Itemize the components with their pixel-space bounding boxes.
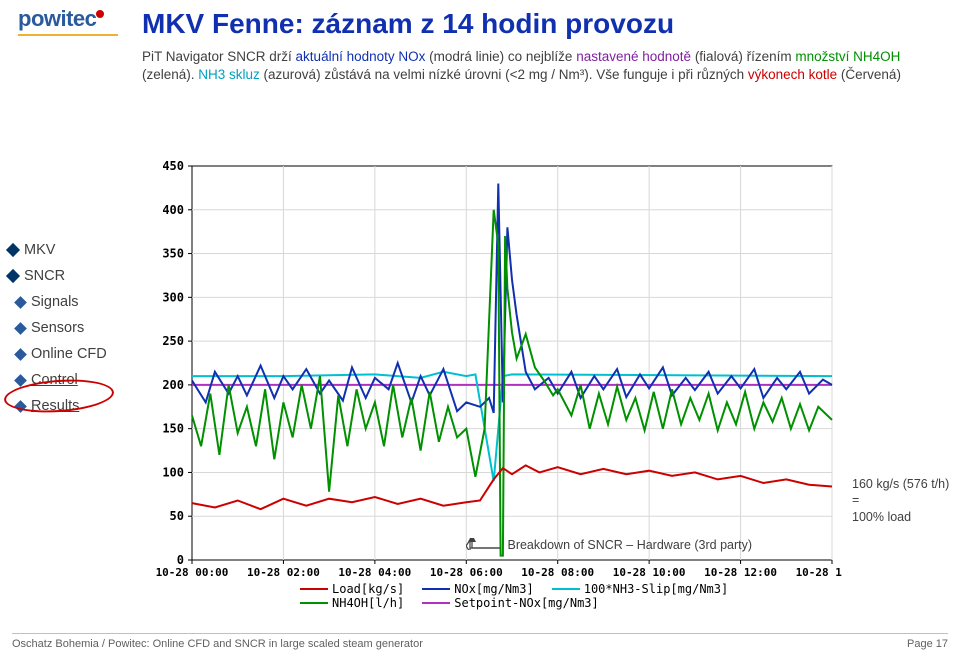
legend-swatch-icon (300, 588, 328, 590)
legend-label: Setpoint-NOx[mg/Nm3] (454, 596, 599, 610)
svg-text:200: 200 (162, 378, 184, 392)
legend-swatch-icon (422, 588, 450, 590)
sidebar-item-online-cfd[interactable]: Online CFD (8, 346, 136, 362)
svg-text:10-28 12:00: 10-28 12:00 (704, 566, 777, 579)
arrow-icon (466, 538, 500, 553)
chart-legend: Load[kg/s] NOx[mg/Nm3] 100*NH3-Slip[mg/Nm3… (300, 582, 728, 610)
svg-text:10-28 04:00: 10-28 04:00 (338, 566, 411, 579)
svg-text:10-28 10:00: 10-28 10:00 (613, 566, 686, 579)
legend-label: Load[kg/s] (332, 582, 404, 596)
breakdown-label: Breakdown of SNCR – Hardware (3rd party) (507, 538, 752, 552)
legend-item: NOx[mg/Nm3] (422, 582, 533, 596)
svg-text:0: 0 (177, 553, 184, 567)
bullet-icon (6, 243, 20, 257)
svg-text:10-28 06:00: 10-28 06:00 (430, 566, 503, 579)
sidebar-item-label: MKV (24, 242, 55, 258)
svg-text:100: 100 (162, 465, 184, 479)
legend-item: NH4OH[l/h] (300, 596, 404, 610)
sidebar-item-label: Signals (31, 294, 79, 310)
svg-text:50: 50 (170, 509, 184, 523)
footer: Oschatz Bohemia / Powitec: Online CFD an… (12, 633, 948, 650)
sidebar-item-signals[interactable]: Signals (8, 294, 136, 310)
legend-swatch-icon (422, 602, 450, 604)
legend-label: 100*NH3-Slip[mg/Nm3] (584, 582, 729, 596)
svg-text:400: 400 (162, 203, 184, 217)
legend-item: Load[kg/s] (300, 582, 404, 596)
footer-left: Oschatz Bohemia / Powitec: Online CFD an… (12, 638, 423, 650)
legend-label: NH4OH[l/h] (332, 596, 404, 610)
legend-item: Setpoint-NOx[mg/Nm3] (422, 596, 599, 610)
breakdown-annotation: Breakdown of SNCR – Hardware (3rd party) (466, 538, 752, 553)
svg-text:10-28 00:00: 10-28 00:00 (156, 566, 229, 579)
time-series-chart: 0 50 100 150 200 250 300 350 400 450 10-28 00:00 10… (142, 160, 842, 600)
logo: powitec (18, 6, 104, 32)
legend-label: NOx[mg/Nm3] (454, 582, 533, 596)
svg-text:350: 350 (162, 247, 184, 261)
load-callout: 160 kg/s (576 t/h) = 100% load (852, 476, 952, 525)
logo-text: powitec (18, 6, 96, 31)
sidebar-item-sensors[interactable]: Sensors (8, 320, 136, 336)
sidebar-item-label: SNCR (24, 268, 65, 284)
bullet-icon (14, 296, 27, 309)
svg-text:10-28 14:00: 10-28 14:00 (796, 566, 842, 579)
page-title: MKV Fenne: záznam z 14 hodin provozu (142, 8, 674, 40)
sidebar-item-label: Online CFD (31, 346, 107, 362)
bullet-icon (6, 269, 20, 283)
footer-right: Page 17 (907, 638, 948, 650)
sidebar-item-sncr[interactable]: SNCR (8, 268, 136, 284)
legend-swatch-icon (300, 602, 328, 604)
svg-text:10-28 02:00: 10-28 02:00 (247, 566, 320, 579)
svg-text:250: 250 (162, 334, 184, 348)
logo-rule (18, 34, 118, 36)
legend-swatch-icon (552, 588, 580, 590)
svg-text:10-28 08:00: 10-28 08:00 (521, 566, 594, 579)
bullet-icon (14, 322, 27, 335)
description: PiT Navigator SNCR drží aktuální hodnoty… (142, 48, 932, 84)
svg-text:300: 300 (162, 290, 184, 304)
sidebar-item-label: Sensors (31, 320, 84, 336)
logo-dot-icon (96, 10, 104, 18)
sidebar-item-mkv[interactable]: MKV (8, 242, 136, 258)
chart-container: 0 50 100 150 200 250 300 350 400 450 10-28 00:00 10… (142, 160, 842, 600)
legend-item: 100*NH3-Slip[mg/Nm3] (552, 582, 729, 596)
svg-text:150: 150 (162, 422, 184, 436)
bullet-icon (14, 348, 27, 361)
svg-text:450: 450 (162, 160, 184, 173)
